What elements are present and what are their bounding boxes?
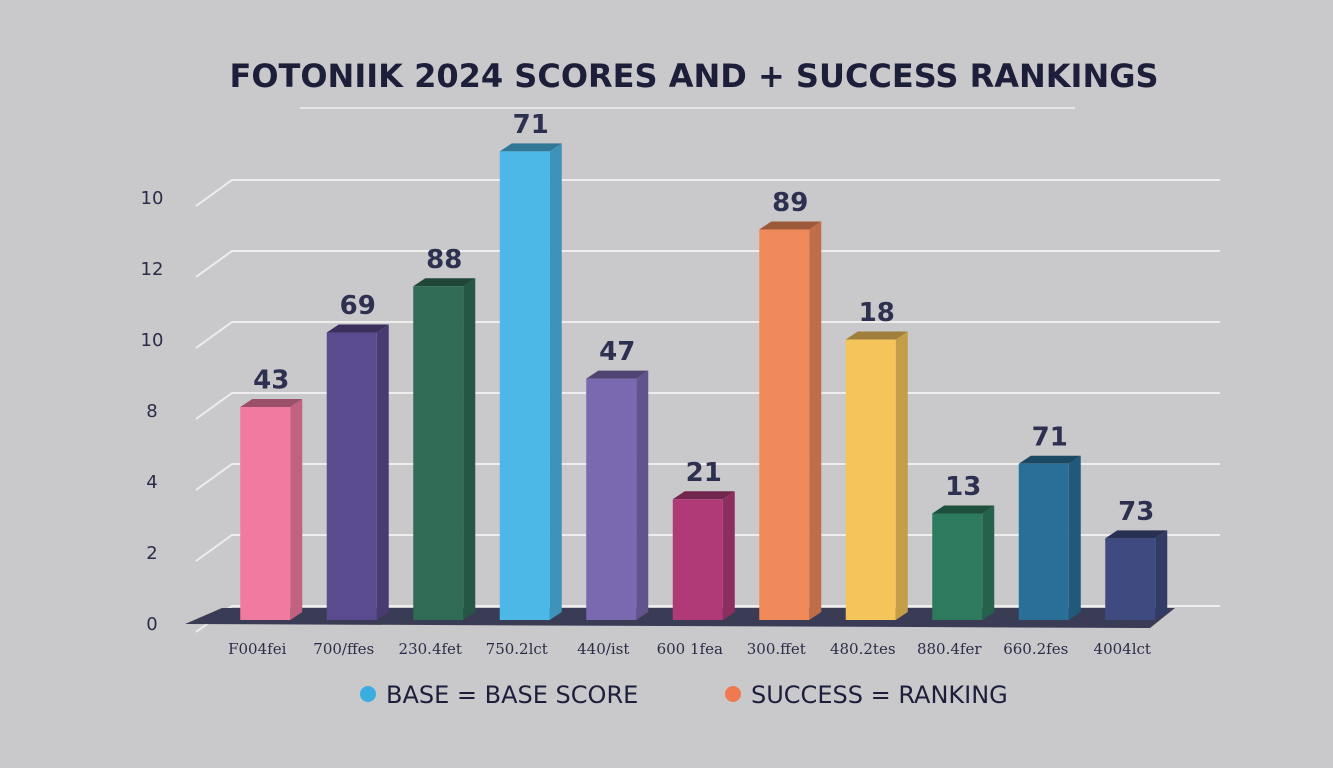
y-tick-label: 0 (146, 614, 157, 635)
bar-side (636, 370, 649, 620)
x-tick-label: 440/ist (577, 640, 629, 658)
x-tick-label: 4004lct (1094, 640, 1151, 658)
bar-top (240, 399, 303, 407)
bar-top (326, 324, 389, 333)
grid-line (195, 321, 1220, 349)
bar-top (845, 331, 908, 340)
x-tick-label: 750.2lct (486, 640, 548, 658)
bar-top (586, 370, 649, 379)
bar (845, 339, 896, 620)
bar (1105, 538, 1156, 620)
bar-side (1155, 530, 1168, 620)
value-label: 73 (1118, 497, 1154, 527)
y-tick-label: 10 (141, 330, 164, 351)
bar-top (672, 491, 735, 500)
chart-title: FOTONIIK 2024 SCORES AND + SUCCESS RANKI… (229, 57, 1158, 95)
bar (759, 229, 810, 620)
bar-top (1105, 530, 1168, 539)
bar (1018, 463, 1069, 620)
bar-top (413, 278, 476, 287)
y-tick-label: 12 (141, 259, 164, 280)
bar (932, 513, 983, 620)
bar-top (1018, 455, 1081, 464)
value-label: 18 (859, 298, 895, 328)
x-tick-label: 660.2fes (1003, 640, 1068, 658)
legend-label: SUCCESS = RANKING (751, 681, 1008, 709)
value-label: 71 (1032, 422, 1068, 452)
bar (326, 332, 377, 620)
bar (240, 407, 291, 620)
bar-side (809, 221, 822, 620)
x-tick-label: 600 1fea (657, 640, 723, 658)
bar (672, 499, 723, 620)
value-label: 47 (599, 337, 635, 367)
x-tick-label: 480.2tes (830, 640, 896, 658)
value-label: 13 (945, 472, 981, 502)
bar (499, 151, 550, 620)
y-tick-label: 8 (146, 401, 157, 422)
grid-line (195, 179, 1220, 207)
bar-side (290, 399, 303, 620)
x-tick-label: 700/ffes (313, 640, 374, 658)
bar (586, 378, 637, 620)
value-label: 71 (513, 110, 549, 140)
bar-side (895, 331, 908, 620)
bar-side (982, 505, 995, 620)
legend-swatch (725, 686, 741, 702)
x-tick-label: 230.4fet (399, 640, 462, 658)
value-label: 21 (686, 458, 722, 488)
y-tick-label: 2 (146, 543, 157, 564)
bar-side (722, 491, 735, 620)
grid-line (195, 250, 1220, 278)
legend-label: BASE = BASE SCORE (386, 681, 638, 709)
bar-side (549, 143, 562, 620)
y-tick-label: 10 (141, 188, 164, 209)
bar-side (1068, 455, 1081, 620)
value-label: 89 (772, 188, 808, 218)
legend-swatch (360, 686, 376, 702)
x-tick-label: 880.4fer (917, 640, 982, 658)
bar-side (463, 278, 476, 620)
value-label: 88 (426, 245, 462, 275)
bar-top (759, 221, 822, 230)
value-label: 43 (253, 366, 289, 396)
bar-top (932, 505, 995, 514)
y-tick-label: 4 (146, 472, 157, 493)
bar-top (499, 143, 562, 152)
bar (413, 286, 464, 620)
value-label: 69 (340, 291, 376, 321)
x-tick-label: 300.ffet (747, 640, 806, 658)
bar-side (376, 324, 389, 620)
x-tick-label: F004fei (228, 640, 286, 658)
